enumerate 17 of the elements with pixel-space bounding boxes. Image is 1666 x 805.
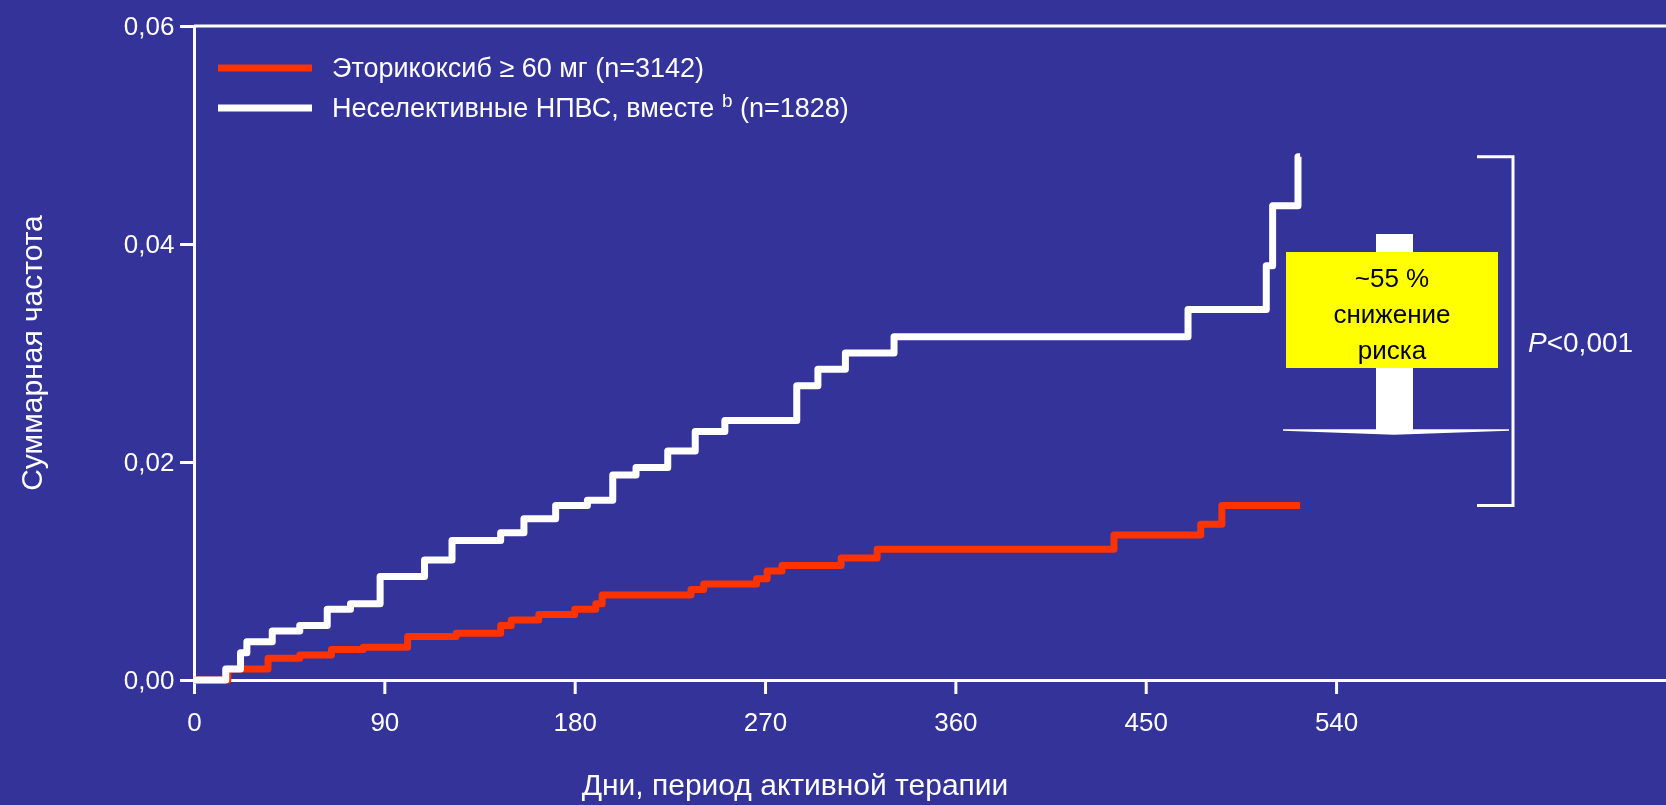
y-tick-label: 0,00 <box>123 664 175 695</box>
x-axis-title: Дни, период активной терапии <box>581 768 1009 801</box>
x-tick-label: 360 <box>934 706 978 737</box>
annotation: ~55 % снижение риска <box>1333 263 1451 365</box>
y-tick-label: 0,02 <box>123 446 175 477</box>
x-tick-label: 0 <box>187 706 202 737</box>
annotation: P<0,001 <box>1528 327 1634 358</box>
legend-label: Неселективные НПВС, вместе $^{b}$ (n=1828) <box>332 89 849 123</box>
x-tick-label: 180 <box>553 706 597 737</box>
x-tick-label: 540 <box>1314 706 1359 737</box>
x-tick-label: 270 <box>743 706 788 737</box>
x-tick-label: 90 <box>370 706 400 737</box>
y-axis-title: Суммарная частота <box>15 214 48 491</box>
legend-label: Эторикоксиб ≥ 60 мг (n=3142) <box>332 53 704 83</box>
y-tick-label: 0,04 <box>123 228 175 259</box>
y-tick-label: 0,06 <box>123 10 175 41</box>
x-tick-label: 450 <box>1124 706 1168 737</box>
